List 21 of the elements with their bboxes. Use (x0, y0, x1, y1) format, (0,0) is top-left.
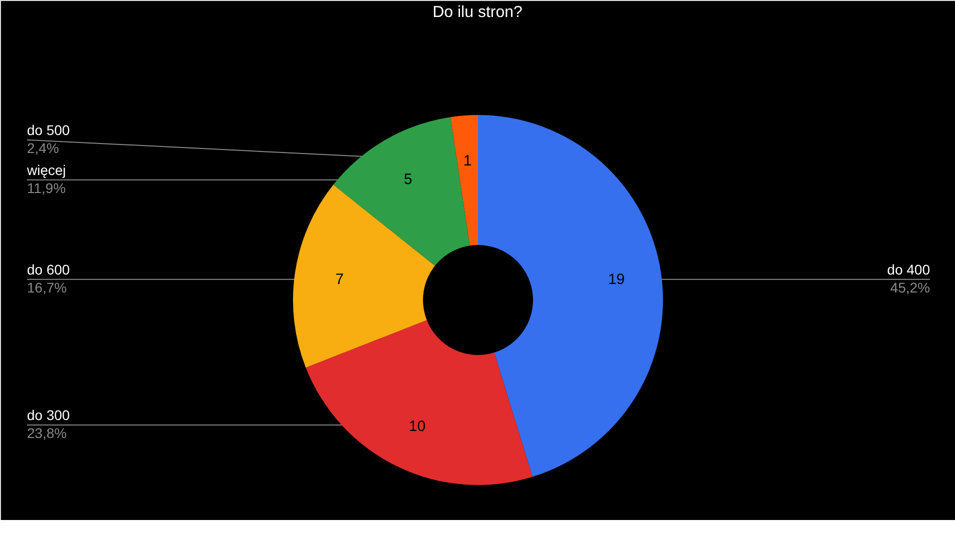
slice-label: więcej (26, 162, 66, 178)
slice-label: do 400 (887, 261, 930, 278)
slice-label: do 300 (27, 407, 70, 424)
text: 16,7% (27, 279, 67, 296)
slice-label: do 600 (27, 261, 70, 278)
slice-label: do 500 (27, 122, 70, 138)
donut-slice (306, 320, 533, 485)
data-label: 19 (608, 271, 625, 288)
donut-slice (333, 117, 470, 266)
text: 45,2% (890, 279, 930, 296)
chart-title: Do ilu stron? (432, 4, 523, 21)
data-label: 1 (463, 152, 472, 170)
data-label: 7 (335, 271, 344, 288)
donut-slice (293, 184, 435, 368)
donut-slice (478, 115, 663, 477)
data-label: 5 (404, 170, 412, 188)
text: 11,9% (27, 180, 66, 196)
donut-slice (450, 115, 478, 246)
data-label: 10 (408, 418, 426, 436)
text: 23,8% (27, 425, 67, 442)
text: 2,4% (27, 140, 59, 156)
